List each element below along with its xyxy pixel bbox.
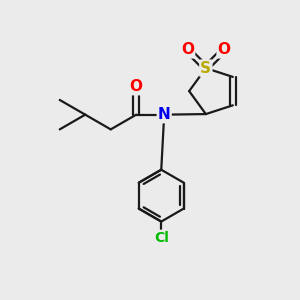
Text: O: O: [181, 42, 194, 57]
Text: N: N: [158, 107, 171, 122]
Text: O: O: [130, 79, 143, 94]
Text: O: O: [218, 42, 231, 57]
Text: Cl: Cl: [154, 231, 169, 245]
Text: S: S: [200, 61, 211, 76]
